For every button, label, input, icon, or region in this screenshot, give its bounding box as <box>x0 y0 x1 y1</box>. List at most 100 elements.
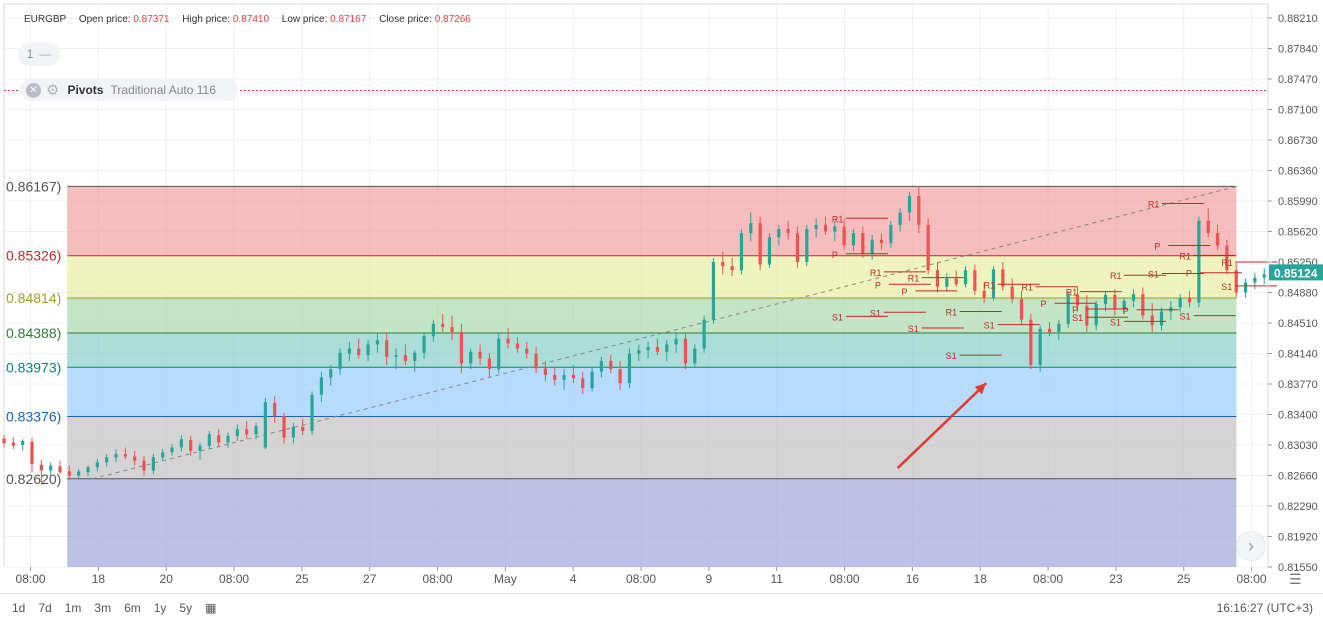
candle-body <box>683 338 688 364</box>
range-1m[interactable]: 1m <box>64 601 82 615</box>
x-tick-label: 23 <box>1109 572 1123 586</box>
low-label: Low price: <box>281 14 328 25</box>
range-1d[interactable]: 1d <box>12 601 26 615</box>
candle-body <box>310 394 314 431</box>
candle-body <box>1066 294 1070 324</box>
pivot-label: R1 <box>1148 199 1160 209</box>
y-tick-label: 0.84880 <box>1278 288 1318 300</box>
candle-body <box>786 229 790 234</box>
y-tick-label: 0.83770 <box>1278 379 1318 391</box>
candle-body <box>562 374 566 380</box>
candle-body <box>637 350 641 354</box>
pivot-label: S1 <box>984 321 995 331</box>
range-3m[interactable]: 3m <box>94 601 112 615</box>
x-tick-label: 08:00 <box>16 572 46 586</box>
pivot-label: R1 <box>1110 271 1122 281</box>
candle-body <box>394 355 398 357</box>
x-tick-label: 11 <box>770 572 783 586</box>
candle-body <box>665 344 669 352</box>
fib-labels: 0.86167) 0.85326) 0.84814) 0.84388) 0.83973)… <box>6 178 61 486</box>
pivot-label: S1 <box>870 308 881 318</box>
candle-body <box>1243 282 1248 293</box>
fib-level-label: 0.83376) <box>6 408 61 424</box>
x-tick-label: 27 <box>363 572 377 586</box>
gear-icon[interactable]: ⚙ <box>46 81 60 99</box>
pivot-label: P <box>1154 242 1160 252</box>
candle-body <box>58 466 62 473</box>
open-label: Open price: <box>78 14 131 25</box>
current-price-label: 0.85124 <box>1274 266 1318 280</box>
x-tick-label: 08:00 <box>1033 572 1063 586</box>
clock: 16:16:27 (UTC+3) <box>1216 601 1313 615</box>
pane-pill[interactable]: 1 — <box>18 42 60 66</box>
pivot-label: R1 <box>1022 283 1034 293</box>
candle-body <box>898 212 902 225</box>
range-1y[interactable]: 1y <box>153 601 167 615</box>
candle-body <box>889 224 893 244</box>
candle-body <box>1141 294 1145 316</box>
y-tick-label: 0.81550 <box>1278 562 1318 574</box>
fib-level-label: 0.83973) <box>6 359 61 375</box>
candle-body <box>1253 277 1257 283</box>
candle-body <box>1113 294 1117 309</box>
candle-body <box>226 435 230 443</box>
range-7d[interactable]: 7d <box>38 601 52 615</box>
close-label: Close price: <box>379 14 432 25</box>
candle-body <box>375 340 379 345</box>
pivot-label: S1 <box>832 312 843 322</box>
candle-body <box>338 352 342 370</box>
candle-body <box>235 429 239 436</box>
range-5y[interactable]: 5y <box>179 601 193 615</box>
candle-body <box>1178 297 1182 308</box>
fib-level-label: 0.84814) <box>6 290 61 306</box>
calendar-icon[interactable]: ▦ <box>205 601 217 615</box>
fib-level-label: 0.84388) <box>6 325 61 341</box>
candle-body <box>861 233 865 254</box>
candle-body <box>935 270 940 287</box>
chevron-right-icon[interactable]: › <box>1236 531 1266 561</box>
sliders-icon[interactable]: ☰ <box>1289 571 1302 587</box>
candle-body <box>263 402 267 448</box>
pivot-label: R1 <box>870 268 882 278</box>
y-axis: 0.88210 0.87840 0.87470 0.87100 0.86730 0.863… <box>1267 4 1323 574</box>
candle-body <box>1085 305 1089 326</box>
candle-body <box>917 196 921 225</box>
candle-body <box>49 465 53 471</box>
candle-body <box>245 429 249 435</box>
candle-body <box>441 323 445 328</box>
indicator-legend[interactable]: ✕ ⚙ Pivots Traditional Auto 116 <box>20 79 238 101</box>
range-6m[interactable]: 6m <box>124 601 141 615</box>
x-tick-label: 08:00 <box>1237 572 1267 586</box>
candle-body <box>282 416 286 438</box>
candle-body <box>534 353 538 369</box>
candle-body <box>431 323 436 337</box>
y-tick-label: 0.88210 <box>1278 13 1318 25</box>
candle-body <box>777 229 781 238</box>
minus-icon[interactable]: — <box>39 47 52 61</box>
candle-body <box>319 377 323 395</box>
candle-body <box>497 338 501 370</box>
arrow-head <box>974 383 987 395</box>
candle-body <box>1187 297 1192 303</box>
arrow-shaft <box>896 382 987 469</box>
pivot-label: S1 <box>1180 312 1191 322</box>
y-tick-label: 0.82290 <box>1278 501 1318 513</box>
pivot-label: R1 <box>832 214 844 224</box>
close-icon[interactable]: ✕ <box>26 82 41 98</box>
candle-body <box>693 348 697 364</box>
candle-body <box>385 340 389 357</box>
fib-band <box>67 186 1237 256</box>
candle-body <box>105 457 109 463</box>
candle-body <box>982 290 986 298</box>
pane-number: 1 <box>26 47 34 61</box>
candle-body <box>30 441 34 464</box>
candle-body <box>711 262 716 320</box>
candle-body <box>973 270 977 291</box>
candle-body <box>749 223 753 234</box>
candle-body <box>590 371 594 389</box>
candle-body <box>459 332 464 364</box>
candle-body <box>1225 245 1229 271</box>
candle-body <box>39 464 43 471</box>
